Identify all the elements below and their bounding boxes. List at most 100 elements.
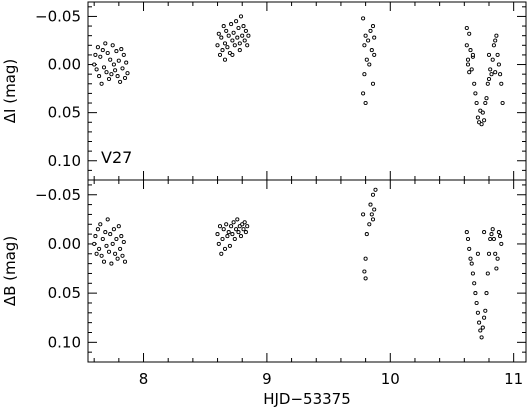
panel-top-data-point (475, 115, 480, 120)
panel-top-data-point (367, 62, 372, 67)
panel-top-data-point (116, 58, 121, 63)
panel-top-data-point (472, 81, 477, 86)
panel-top-data-point (236, 25, 241, 31)
panel-bottom-data-point (363, 276, 368, 281)
panel-bottom-data-point (495, 256, 500, 261)
panel-top-data-point (215, 43, 220, 48)
panel-top-data-point (124, 60, 129, 65)
panel-bottom-data-point (234, 227, 239, 232)
panel-bottom-data-point (217, 224, 223, 229)
panel-bottom-ylabel: ΔB (mag) (1, 236, 19, 306)
panel-bottom-data-point (362, 269, 367, 274)
panel-top-data-point (361, 16, 366, 21)
xtick-label: 11 (504, 370, 523, 388)
panel-top-data-point (494, 33, 499, 38)
panel-top-data-point (496, 62, 501, 67)
panel-bottom-data-point (114, 236, 119, 242)
panel-bottom-data-point (479, 335, 484, 340)
panel-bottom-data-point (120, 253, 125, 258)
panel-bottom-data-point (470, 271, 475, 276)
panel-bottom-data-point (370, 192, 376, 197)
panel-top-data-point (468, 48, 473, 53)
panel-top-data-point (232, 43, 237, 48)
panel-top-data-point (101, 65, 107, 70)
panel-top-data-point (493, 70, 498, 75)
panel-top-data-point (241, 24, 246, 29)
panel-bottom-data-point (94, 251, 99, 256)
panel-bottom-data-point (486, 251, 492, 256)
panel-top-data-point (486, 52, 492, 57)
panel-bottom-data-point (245, 224, 250, 229)
panel-top-data-point (111, 62, 116, 67)
panel-bottom-data-point (238, 234, 244, 239)
panel-top-data-point (467, 31, 472, 36)
panel-top-data-point (464, 43, 469, 48)
panel-top-ylabel: ΔI (mag) (1, 59, 19, 123)
panel-bottom-data-point (215, 232, 220, 237)
panel-bottom-data-point (468, 256, 473, 261)
panel-bottom-data-point (372, 207, 377, 212)
panel-top-data-point (105, 50, 110, 56)
panel-top-data-point (488, 67, 493, 72)
panel-bottom-data-point (118, 246, 123, 251)
panel-top-data-point (363, 100, 368, 106)
panel-top-data-point (363, 33, 368, 38)
panel-top-data-point (372, 35, 377, 40)
panel-top-data-point (490, 57, 495, 62)
panel-top-data-point (217, 52, 223, 57)
panel-bottom-ytick-label: 0.05 (48, 284, 81, 302)
x-axis-label: HJD−53375 (263, 390, 351, 407)
panel-top-data-point (369, 48, 374, 53)
panel-bottom-data-point (106, 249, 112, 254)
panel-bottom-data-point (229, 224, 234, 229)
panel-bottom-data-point (478, 328, 483, 333)
panel-bottom-data-point (498, 234, 503, 239)
panel-top-data-point (229, 22, 234, 27)
panel-bottom-data-point (373, 187, 378, 192)
panel-bottom-data-point (491, 236, 496, 242)
panel-top-data-point (362, 72, 367, 77)
panel-bottom-data-point (464, 230, 469, 235)
panel-bottom-data-point (99, 253, 104, 258)
panel-top-data-point (118, 79, 123, 84)
panel-top-data-point (237, 41, 242, 46)
panel-top-data-point (104, 70, 109, 75)
panel-bottom-data-point (368, 202, 373, 207)
panel-top-annotation: V27 (101, 148, 132, 167)
panel-top-data-point (361, 91, 366, 96)
panel-bottom-data-point (231, 220, 236, 225)
panel-bottom-data-point (475, 310, 480, 315)
panel-bottom-data-point (369, 212, 374, 217)
panel-bottom-data-point (490, 227, 495, 232)
panel-top-data-point (106, 76, 112, 82)
panel-top-data-point (219, 35, 224, 40)
panel-top-data-point (240, 33, 245, 38)
panel-top-data-point (238, 14, 244, 19)
panel-bottom-data-point (109, 261, 114, 266)
panel-bottom-data-point (103, 230, 108, 235)
panel-bottom-data-point (93, 234, 98, 239)
panel-top-data-point (114, 49, 119, 54)
panel-top-data-point (469, 67, 474, 72)
panel-top-data-point (93, 52, 98, 57)
xtick-label: 10 (381, 370, 400, 388)
panel-bottom-data-point (484, 291, 489, 296)
xtick-label: 8 (139, 370, 149, 388)
panel-top-data-point (108, 57, 113, 62)
panel-top-data-point (125, 71, 130, 76)
panel-bottom-data-point (97, 246, 102, 251)
panel-top-data-point (467, 70, 472, 75)
panel-bottom-data-point (226, 230, 231, 235)
panel-top-data-point (225, 45, 230, 50)
panel-top-data-point (370, 81, 376, 86)
panel-bottom-data-point (493, 251, 498, 256)
panel-top-data-point (119, 47, 124, 52)
panel-bottom-data-point (367, 222, 372, 227)
panel-bottom-data-point (489, 232, 494, 237)
panel-top-data-point (103, 41, 108, 46)
panel-bottom-data-point (121, 239, 126, 245)
panel-top-data-point (237, 48, 242, 53)
panel-top-data-point (216, 31, 221, 36)
panel-top-data-point (495, 52, 500, 57)
